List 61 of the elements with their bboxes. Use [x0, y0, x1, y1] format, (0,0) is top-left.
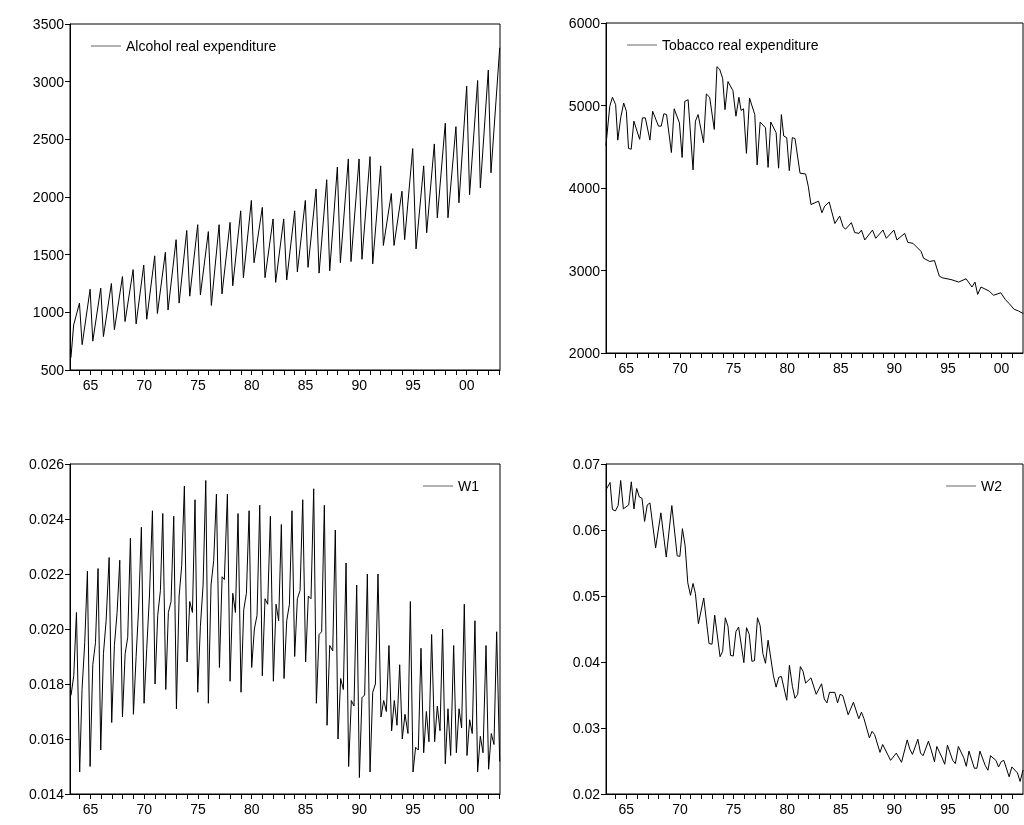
x-tick-label: 95: [405, 377, 421, 393]
x-tick-label: 75: [190, 377, 206, 393]
x-tick-label: 95: [940, 801, 956, 817]
y-tick-label: 5000: [568, 97, 601, 114]
x-tick-label: 85: [832, 360, 849, 376]
y-tick-label: 0.04: [572, 654, 601, 670]
x-tick-label: 65: [618, 801, 635, 817]
x-tick-label: 95: [940, 360, 956, 376]
legend-label: W1: [458, 478, 480, 494]
x-tick-label: 65: [618, 360, 635, 376]
y-tick-label: 2500: [32, 131, 65, 148]
y-tick-label: 3500: [32, 16, 65, 32]
y-tick-label: 0.022: [28, 566, 65, 582]
x-tick-label: 80: [243, 801, 260, 817]
x-tick-label: 70: [136, 801, 153, 817]
legend-label: W2: [981, 478, 1003, 494]
x-tick-label: 75: [725, 360, 742, 376]
x-tick-label: 90: [351, 377, 368, 393]
y-tick-label: 0.03: [572, 720, 601, 736]
x-tick-label: 90: [886, 801, 903, 817]
y-tick-label: 0.020: [28, 621, 65, 637]
y-tick-label: 0.018: [28, 676, 65, 692]
y-tick-label: 1000: [32, 304, 65, 321]
y-tick-label: 0.014: [28, 786, 65, 802]
y-tick-label: 6000: [568, 15, 601, 31]
x-tick-label: 85: [297, 801, 314, 817]
x-tick-label: 70: [136, 377, 153, 393]
y-tick-label: 0.06: [572, 522, 601, 538]
x-tick-label: 65: [82, 377, 99, 393]
y-tick-label: 0.016: [28, 731, 65, 747]
x-tick-label: 00: [458, 801, 475, 817]
x-tick-label: 00: [458, 377, 475, 393]
y-tick-label: 2000: [32, 189, 65, 205]
y-tick-label: 0.05: [572, 588, 601, 604]
legend-label: Alcohol real expenditure: [126, 38, 277, 54]
x-tick-label: 65: [82, 801, 99, 817]
y-tick-label: 1500: [32, 246, 65, 263]
legend-label: Tobacco real expenditure: [662, 37, 819, 53]
y-tick-label: 0.02: [572, 786, 601, 802]
x-tick-label: 70: [672, 360, 688, 376]
y-tick-label: 500: [40, 362, 65, 378]
x-tick-label: 75: [190, 801, 206, 817]
x-tick-label: 00: [993, 801, 1010, 817]
y-tick-label: 2000: [568, 345, 601, 361]
y-tick-label: 3000: [32, 73, 65, 90]
x-tick-label: 90: [351, 801, 368, 817]
y-tick-label: 3000: [568, 262, 601, 279]
x-tick-label: 85: [832, 801, 849, 817]
x-tick-label: 80: [779, 360, 796, 376]
x-tick-label: 70: [672, 801, 688, 817]
x-tick-label: 95: [405, 801, 421, 817]
y-tick-label: 4000: [568, 180, 601, 196]
y-tick-label: 0.024: [28, 511, 65, 527]
x-tick-label: 80: [779, 801, 796, 817]
x-tick-label: 90: [886, 360, 903, 376]
x-tick-label: 75: [725, 801, 742, 817]
y-tick-label: 0.07: [572, 456, 601, 472]
x-tick-label: 80: [243, 377, 260, 393]
y-tick-label: 0.026: [28, 456, 65, 472]
x-tick-label: 85: [297, 377, 314, 393]
x-tick-label: 00: [993, 360, 1010, 376]
